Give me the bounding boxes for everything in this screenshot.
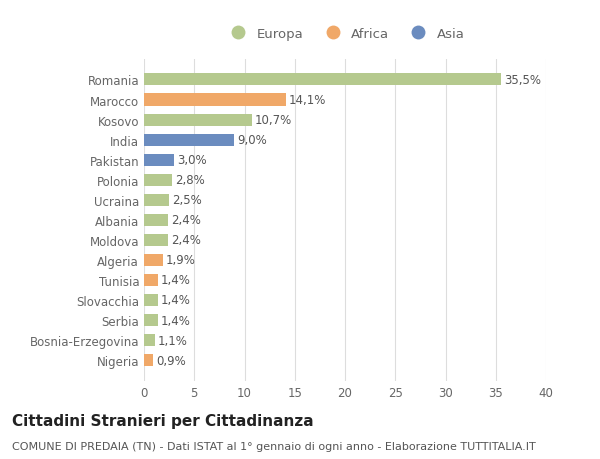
Text: 2,8%: 2,8% <box>175 174 205 187</box>
Bar <box>144 354 153 366</box>
Bar <box>144 214 168 226</box>
Text: Cittadini Stranieri per Cittadinanza: Cittadini Stranieri per Cittadinanza <box>12 413 314 428</box>
Bar <box>144 194 169 206</box>
Text: 0,9%: 0,9% <box>156 354 186 367</box>
Bar <box>144 74 501 86</box>
Text: 35,5%: 35,5% <box>504 74 541 87</box>
Bar <box>144 314 158 326</box>
Bar <box>144 174 172 186</box>
Text: 3,0%: 3,0% <box>177 154 207 167</box>
Text: 1,4%: 1,4% <box>161 314 191 327</box>
Bar <box>144 274 158 286</box>
Bar <box>144 94 286 106</box>
Bar <box>144 114 251 126</box>
Text: 2,4%: 2,4% <box>171 234 201 247</box>
Text: COMUNE DI PREDAIA (TN) - Dati ISTAT al 1° gennaio di ogni anno - Elaborazione TU: COMUNE DI PREDAIA (TN) - Dati ISTAT al 1… <box>12 441 536 451</box>
Text: 10,7%: 10,7% <box>254 114 292 127</box>
Text: 9,0%: 9,0% <box>238 134 267 147</box>
Text: 1,4%: 1,4% <box>161 294 191 307</box>
Bar <box>144 334 155 347</box>
Bar <box>144 294 158 306</box>
Bar <box>144 254 163 266</box>
Text: 1,1%: 1,1% <box>158 334 188 347</box>
Text: 14,1%: 14,1% <box>289 94 326 107</box>
Text: 1,4%: 1,4% <box>161 274 191 287</box>
Text: 2,5%: 2,5% <box>172 194 202 207</box>
Text: 1,9%: 1,9% <box>166 254 196 267</box>
Bar <box>144 154 174 166</box>
Legend: Europa, Africa, Asia: Europa, Africa, Asia <box>225 28 465 41</box>
Text: 2,4%: 2,4% <box>171 214 201 227</box>
Bar <box>144 235 168 246</box>
Bar <box>144 134 235 146</box>
